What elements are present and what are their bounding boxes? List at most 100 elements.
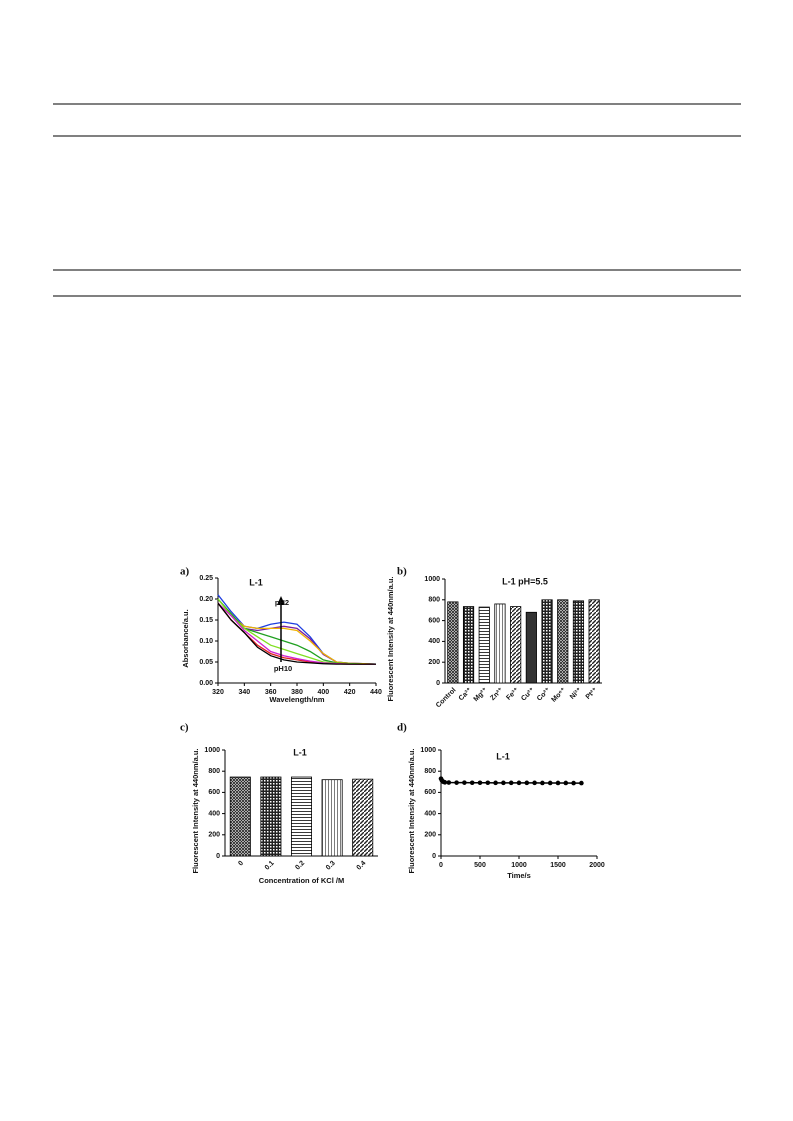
x-tick-label: Mg²⁺ <box>473 687 490 704</box>
x-tick-label: 0.4 <box>356 860 368 872</box>
x-tick-label: 500 <box>474 862 486 869</box>
x-tick-label: 0.3 <box>325 860 337 872</box>
marker <box>477 780 483 786</box>
bar <box>447 601 459 684</box>
y-axis-label: Fluorescent Intensity at 440nm/a.u. <box>191 748 200 873</box>
y-tick-label: 400 <box>208 810 220 817</box>
x-tick-label: Zn²⁺ <box>489 687 504 702</box>
x-tick-label: Mo⁶⁺ <box>550 687 567 704</box>
marker <box>469 780 475 786</box>
bar <box>462 606 475 684</box>
x-tick-label: 340 <box>238 689 250 696</box>
marker <box>524 780 530 786</box>
y-tick-label: 1000 <box>424 576 440 583</box>
bar <box>478 606 490 684</box>
marker <box>454 780 459 785</box>
bar <box>572 600 585 684</box>
y-tick-label: 0 <box>216 853 220 860</box>
bar <box>260 776 282 857</box>
y-axis-label: Fluorescent Intensity at 440nm/a.u. <box>386 576 395 701</box>
y-tick-label: 1000 <box>420 747 436 754</box>
bar <box>588 599 600 684</box>
marker <box>571 780 576 786</box>
arrow-head <box>277 596 285 605</box>
annotation: pH10 <box>274 664 292 673</box>
series-line <box>217 598 376 665</box>
chart-title: L-1 <box>249 577 263 587</box>
series-line <box>217 598 376 665</box>
chart-title: L-1 pH=5.5 <box>502 576 548 586</box>
x-tick-label: 2000 <box>589 862 605 869</box>
series-line <box>217 602 376 665</box>
series-line <box>217 602 376 665</box>
bar <box>494 603 506 684</box>
x-tick-label: 1000 <box>511 862 527 869</box>
marker <box>493 780 498 786</box>
marker <box>516 780 522 786</box>
y-tick-label: 800 <box>208 768 220 775</box>
y-tick-label: 600 <box>208 789 220 796</box>
y-tick-label: 200 <box>424 832 436 839</box>
y-tick-label: 600 <box>428 617 440 624</box>
y-tick-label: 0.15 <box>199 617 213 624</box>
x-tick-label: Ca²⁺ <box>458 687 474 703</box>
bar <box>541 599 553 684</box>
y-tick-label: 0.25 <box>199 575 213 582</box>
marker <box>501 780 506 786</box>
x-tick-label: 440 <box>370 689 382 696</box>
series-line <box>217 602 377 665</box>
x-axis-label: Concentration of KCl /M <box>259 876 344 885</box>
marker <box>555 780 561 786</box>
bar <box>525 611 537 684</box>
x-tick-label: Cu²⁺ <box>520 687 536 703</box>
y-tick-label: 0.10 <box>199 638 213 645</box>
panel-label: b) <box>397 566 407 578</box>
marker <box>485 780 491 786</box>
y-tick-label: 800 <box>428 597 440 604</box>
marker <box>579 780 584 786</box>
y-axis-label: Absorbance/a.u. <box>181 609 190 667</box>
y-tick-label: 0 <box>432 853 436 860</box>
x-axis-label: Time/s <box>507 871 531 880</box>
marker <box>540 780 545 786</box>
rules <box>53 103 741 297</box>
y-tick-label: 400 <box>428 638 440 645</box>
y-tick-label: 0.00 <box>199 680 213 687</box>
marker <box>547 780 553 786</box>
marker <box>508 780 514 786</box>
bar <box>557 599 569 684</box>
chart-title: L-1 <box>496 751 510 761</box>
panel-label: c) <box>180 722 189 734</box>
x-tick-label: 360 <box>265 689 277 696</box>
x-tick-label: 320 <box>212 689 224 696</box>
x-tick-label: 420 <box>344 689 356 696</box>
x-tick-label: 0 <box>237 860 245 868</box>
y-tick-label: 200 <box>208 832 220 839</box>
y-tick-label: 1000 <box>204 747 220 754</box>
marker <box>442 780 448 785</box>
x-tick-label: 0 <box>439 862 443 869</box>
y-tick-label: 400 <box>424 810 436 817</box>
x-tick-label: 380 <box>291 689 303 696</box>
x-tick-label: 1500 <box>550 862 566 869</box>
x-axis-label: Wavelength/nm <box>269 695 324 704</box>
x-tick-label: 400 <box>317 689 329 696</box>
y-tick-label: 600 <box>424 789 436 796</box>
bar <box>321 779 343 857</box>
bar <box>510 606 522 684</box>
bar <box>229 776 251 857</box>
marker <box>462 780 467 785</box>
bar <box>291 776 312 857</box>
x-tick-label: Ni²⁺ <box>569 687 583 701</box>
x-tick-label: 0.1 <box>264 860 276 872</box>
y-tick-label: 0.20 <box>199 596 213 603</box>
marker <box>532 780 537 786</box>
y-tick-label: 0.05 <box>199 659 213 666</box>
x-tick-label: Pt²⁺ <box>585 687 599 701</box>
series-line <box>217 602 377 665</box>
y-tick-label: 800 <box>424 768 436 775</box>
y-axis-label: Fluorescent Intensity at 440nm/a.u. <box>407 748 416 873</box>
marker <box>446 780 452 785</box>
x-tick-label: Control <box>435 687 458 710</box>
